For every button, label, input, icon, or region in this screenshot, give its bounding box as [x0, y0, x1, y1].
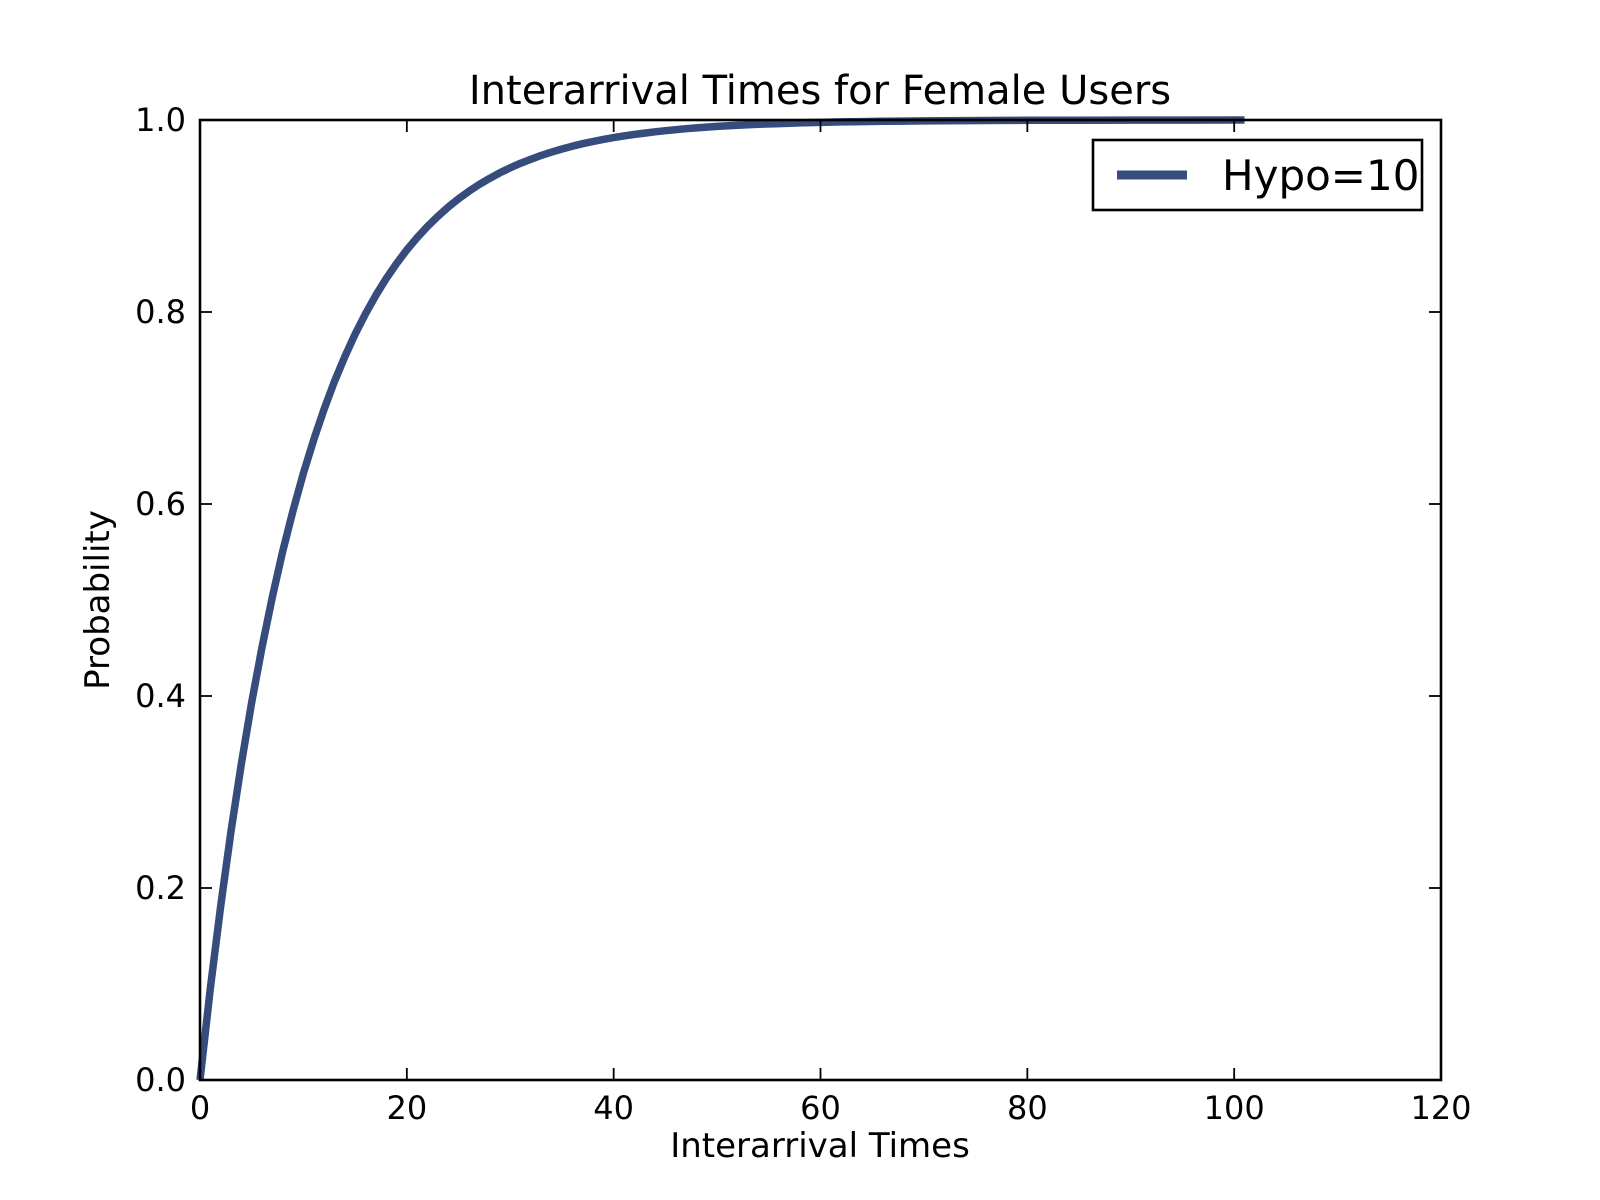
x-tick-label: 40	[593, 1089, 634, 1127]
x-tick-label: 60	[800, 1089, 841, 1127]
y-axis-label: Probability	[78, 510, 118, 690]
plot-frame	[198, 118, 1443, 1082]
y-axis-tick-labels: 0.0 0.2 0.4 0.6 0.8 1.0	[135, 101, 186, 1099]
y-tick-label: 0.0	[135, 1061, 186, 1099]
x-tick-label: 100	[1204, 1089, 1265, 1127]
legend-entry-label: Hypo=10	[1222, 151, 1419, 200]
x-tick-label: 120	[1410, 1089, 1471, 1127]
y-tick-label: 0.2	[135, 869, 186, 907]
y-tick-label: 1.0	[135, 101, 186, 139]
y-tick-label: 0.8	[135, 293, 186, 331]
x-tick-label: 80	[1007, 1089, 1048, 1127]
chart-title: Interarrival Times for Female Users	[469, 68, 1171, 114]
y-tick-label: 0.6	[135, 485, 186, 523]
x-axis-ticks	[199, 120, 1442, 1080]
x-tick-label: 20	[386, 1089, 427, 1127]
y-tick-label: 0.4	[135, 677, 186, 715]
x-tick-label: 0	[190, 1089, 210, 1127]
x-axis-label: Interarrival Times	[670, 1126, 970, 1166]
legend: Hypo=10	[1091, 138, 1424, 212]
y-axis-ticks	[200, 119, 1441, 1081]
cdf-curve-hypo10	[196, 116, 1245, 1081]
x-axis-tick-labels: 0 20 40 60 80 100 120	[190, 1089, 1472, 1127]
